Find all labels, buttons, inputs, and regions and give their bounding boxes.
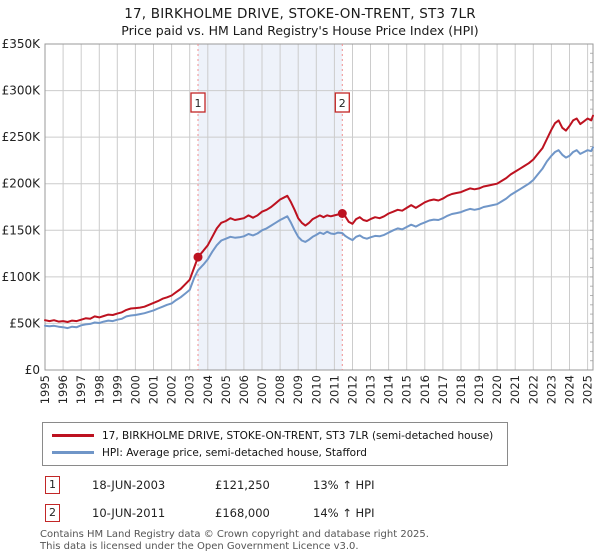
y-tick-label: £100K	[2, 270, 42, 284]
page-title: 17, BIRKHOLME DRIVE, STOKE-ON-TRENT, ST3…	[124, 6, 476, 22]
y-tick-label: £150K	[2, 223, 42, 237]
sale-2-flag-box	[334, 92, 350, 113]
sale-2-date: 10-JUN-2011	[92, 506, 166, 520]
chart-legend: 17, BIRKHOLME DRIVE, STOKE-ON-TRENT, ST3…	[42, 422, 508, 466]
legend-label-property: 17, BIRKHOLME DRIVE, STOKE-ON-TRENT, ST3…	[102, 429, 494, 442]
x-tick-label: 2005	[219, 375, 233, 404]
x-tick-label: 2009	[291, 375, 305, 404]
plot-border	[44, 43, 594, 371]
x-tick-label: 2012	[346, 375, 360, 404]
x-tick-label: 2016	[418, 375, 432, 404]
x-tick-label: 1996	[56, 375, 70, 404]
x-tick-label: 2019	[472, 375, 486, 404]
sale-annotation-row-2: 2 10-JUN-2011 £168,000 14% ↑ HPI	[0, 504, 600, 524]
x-tick-label: 2020	[490, 375, 504, 404]
y-tick-label: £0	[25, 363, 40, 377]
x-tick-label: 2022	[526, 375, 540, 404]
x-tick-label: 2021	[508, 375, 522, 404]
sale-1-hpi-change: 13% ↑ HPI	[313, 478, 375, 492]
y-tick-label: £250K	[2, 130, 42, 144]
sale-1-flag-label: 1	[195, 97, 202, 110]
x-tick-label: 2011	[327, 375, 341, 404]
x-tick-label: 2013	[364, 375, 378, 404]
x-tick-label: 1997	[74, 375, 88, 404]
sale-2-price: £168,000	[215, 506, 270, 520]
price-paid-line	[44, 114, 594, 323]
legend-item-property: 17, BIRKHOLME DRIVE, STOKE-ON-TRENT, ST3…	[43, 427, 507, 444]
sale-1-number-badge: 1	[45, 476, 60, 494]
hpi-line-swatch	[52, 451, 94, 454]
legend-item-hpi: HPI: Average price, semi-detached house,…	[43, 444, 507, 461]
sale-1-date: 18-JUN-2003	[92, 478, 166, 492]
x-tick-label: 2003	[183, 375, 197, 404]
x-tick-label: 1995	[38, 375, 52, 404]
sale-1-price: £121,250	[215, 478, 270, 492]
sale-2-point	[337, 209, 347, 218]
sale-2-number-badge: 2	[45, 504, 60, 522]
x-tick-label: 2014	[382, 375, 396, 404]
sale-annotation-row-1: 1 18-JUN-2003 £121,250 13% ↑ HPI	[0, 476, 600, 496]
x-tick-label: 2024	[563, 375, 577, 404]
sale-1-point	[193, 252, 203, 262]
x-tick-label: 2002	[165, 375, 179, 404]
x-tick-label: 2017	[436, 375, 450, 404]
license-footer-line1: Contains HM Land Registry data © Crown c…	[40, 529, 429, 540]
x-tick-label: 2000	[128, 375, 142, 404]
property-line-swatch	[52, 434, 94, 437]
x-tick-label: 2010	[309, 375, 323, 404]
x-tick-label: 2001	[147, 375, 161, 404]
x-tick-label: 2023	[544, 375, 558, 404]
x-tick-label: 2004	[201, 375, 215, 404]
license-footer-line2: This data is licensed under the Open Gov…	[40, 540, 359, 552]
license-footer: Contains HM Land Registry data © Crown c…	[40, 529, 429, 552]
sale-2-hpi-change: 14% ↑ HPI	[313, 506, 375, 520]
y-tick-label: £300K	[2, 84, 42, 98]
sale-1-flag-box	[190, 92, 206, 113]
x-tick-label: 2007	[255, 375, 269, 404]
price-history-chart: 1 2 £0 £50K £100K £150K £200K £250K £300K £350K 19…	[2, 37, 595, 404]
legend-label-hpi: HPI: Average price, semi-detached house,…	[102, 446, 367, 459]
x-tick-label: 2006	[237, 375, 251, 404]
x-tick-label: 1999	[110, 375, 124, 404]
x-tick-label: 1998	[92, 375, 106, 404]
page-subtitle: Price paid vs. HM Land Registry's House …	[121, 23, 479, 38]
x-tick-label: 2018	[454, 375, 468, 404]
y-tick-label: £200K	[2, 177, 42, 191]
sale-2-flag-label: 2	[339, 97, 346, 110]
hpi-line	[44, 146, 594, 330]
x-tick-label: 2025	[581, 375, 595, 404]
y-tick-label: £350K	[2, 37, 42, 51]
x-tick-label: 2015	[400, 375, 414, 404]
x-tick-label: 2008	[273, 375, 287, 404]
y-tick-label: £50K	[9, 316, 41, 330]
